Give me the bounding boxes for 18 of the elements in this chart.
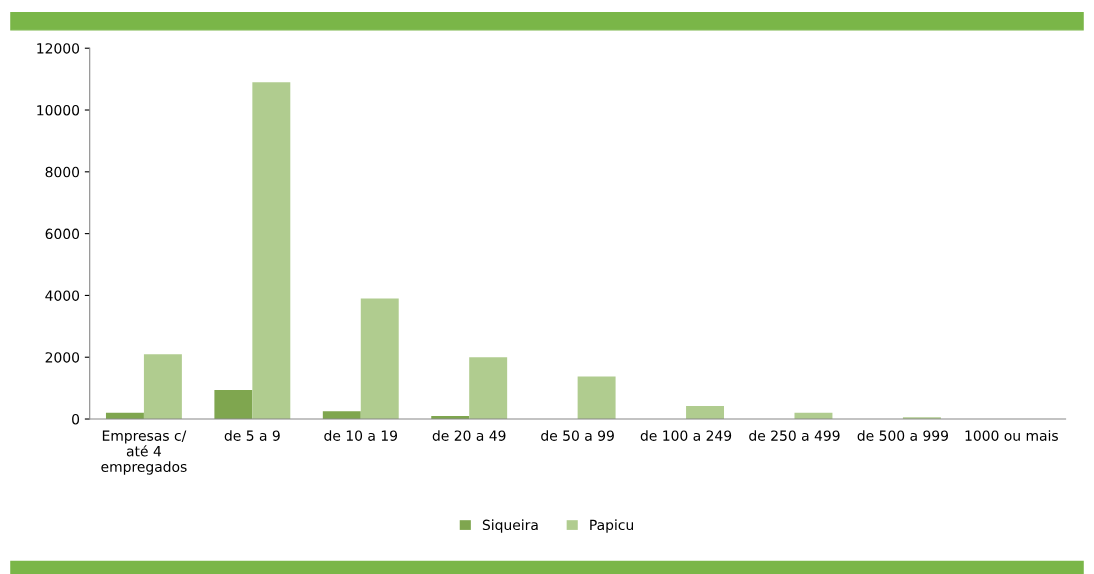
x-tick-label: de 500 a 999 <box>857 430 949 441</box>
x-tick-label: Empresas c/ até 4 empregados <box>101 430 187 475</box>
y-tick-label: 2000 <box>45 352 80 363</box>
x-tick-label: de 50 a 99 <box>541 430 614 441</box>
legend-label: Siqueira <box>482 519 538 533</box>
x-tick-label: de 10 a 19 <box>324 430 398 441</box>
x-tick-label: de 20 a 49 <box>432 430 506 441</box>
x-tick-label: 1000 ou mais <box>965 430 1058 441</box>
y-tick-label: 12000 <box>37 43 80 54</box>
y-tick-label: 6000 <box>45 228 80 240</box>
y-tick-label: 4000 <box>45 290 80 301</box>
x-tick-label: de 100 a 249 <box>640 430 732 441</box>
y-tick-label: 0 <box>72 413 80 425</box>
legend-label: Papicu <box>590 519 633 533</box>
x-tick-label: de 250 a 499 <box>749 430 840 441</box>
y-tick-label: 10000 <box>37 104 80 116</box>
y-tick-label: 8000 <box>45 166 80 178</box>
x-tick-label: de 5 a 9 <box>224 430 280 441</box>
